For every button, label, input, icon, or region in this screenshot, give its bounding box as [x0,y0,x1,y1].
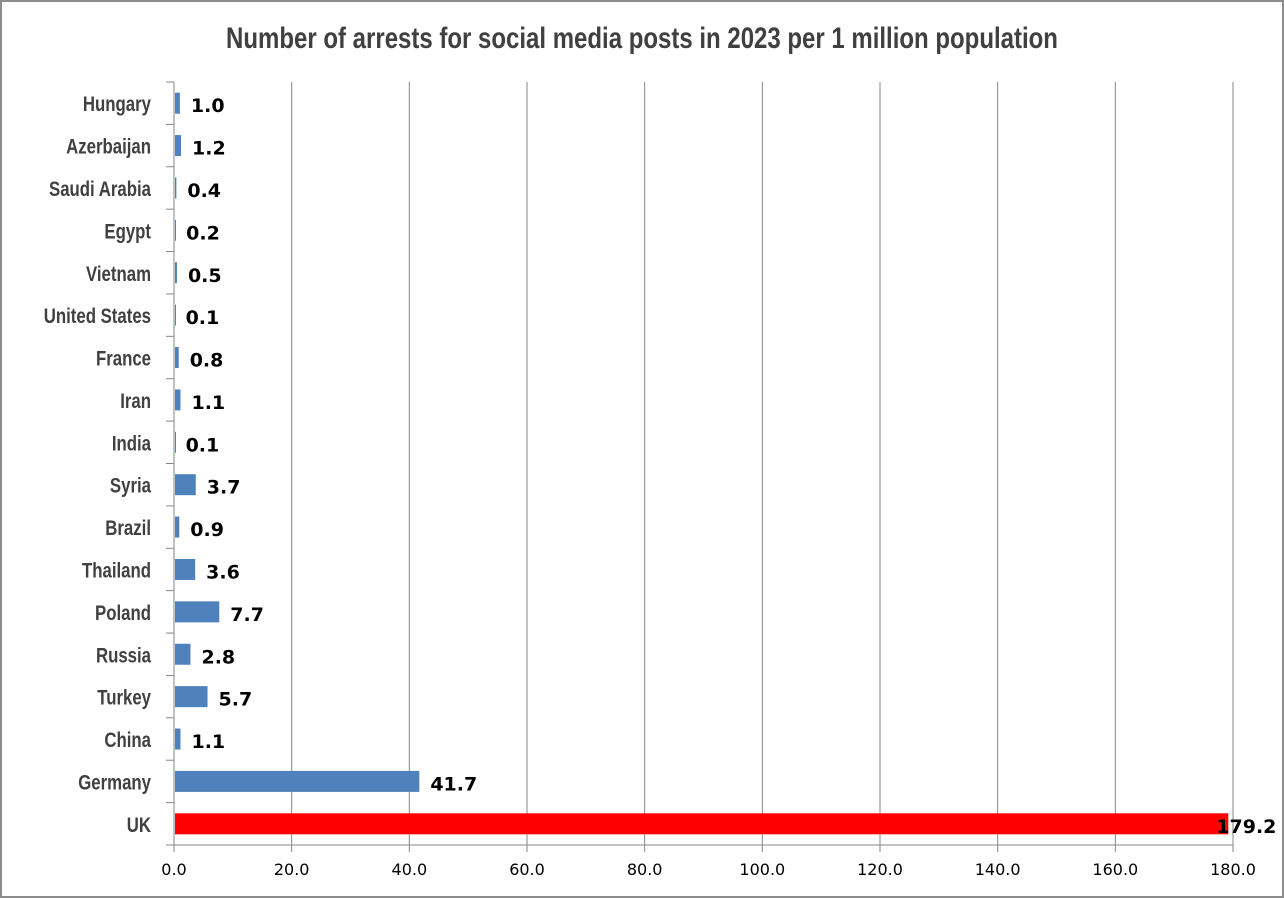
category-label: Thailand [82,560,151,583]
bar [175,686,208,708]
category-label: Syria [110,475,151,498]
category-label-group: France [96,348,151,371]
category-label: United States [44,305,151,328]
data-label: 0.4 [187,180,221,202]
x-tick-label: 80.0 [627,860,663,879]
x-tick-label: 100.0 [739,860,785,879]
category-label: France [96,348,151,371]
data-label: 0.1 [186,434,220,456]
data-label: 179.2 [1216,816,1276,838]
data-label: 0.8 [190,350,224,372]
category-label-group: Russia [96,645,151,668]
bar [175,219,176,241]
category-label-group: Azerbaijan [66,136,151,159]
category-label-group: Turkey [97,687,151,710]
data-label: 1.1 [191,392,225,414]
x-tick-label: 140.0 [975,860,1021,879]
x-tick-label: 160.0 [1092,860,1138,879]
bar [175,431,176,453]
bar [175,643,191,665]
category-label-group: China [104,729,151,752]
data-label: 0.1 [186,307,220,329]
bar [175,262,177,284]
category-label: Hungary [83,94,151,117]
bar [175,516,180,538]
data-label: 0.5 [188,265,222,287]
category-label: Turkey [97,687,151,710]
category-label: Vietnam [86,263,151,286]
bar [175,770,420,792]
category-label: India [112,433,152,456]
x-tick-label: 60.0 [509,860,545,879]
category-label: Iran [120,390,151,413]
x-tick-label: 20.0 [274,860,310,879]
bar [175,558,196,580]
bar [175,92,180,114]
bar [175,347,179,369]
category-label-group: India [112,433,152,456]
category-label: Germany [78,772,151,795]
data-label: 1.0 [191,95,225,117]
category-label-group: United States [44,305,151,328]
data-label: 7.7 [230,604,264,626]
category-label: Poland [95,602,151,625]
x-tick-label: 180.0 [1210,860,1256,879]
category-label-group: Brazil [105,517,151,540]
category-label-group: UK [127,814,151,837]
bar [175,389,181,411]
category-label-group: Saudi Arabia [49,178,151,201]
bar [175,135,182,157]
bar [175,177,177,199]
category-label: Azerbaijan [66,136,151,159]
bar [175,601,220,623]
category-label-group: Poland [95,602,151,625]
category-label: China [104,729,151,752]
data-label: 41.7 [430,773,477,795]
x-tick-label: 40.0 [392,860,428,879]
category-label: Egypt [104,221,151,244]
data-label: 0.2 [186,222,220,244]
data-label: 5.7 [219,689,253,711]
bar [175,474,196,496]
category-label-group: Syria [110,475,151,498]
category-label-group: Egypt [104,221,151,244]
bar [175,813,1229,835]
data-label: 0.9 [190,519,224,541]
chart-title: Number of arrests for social media posts… [226,20,1058,54]
category-label: UK [127,814,151,837]
data-label: 1.1 [191,731,225,753]
category-label-group: Germany [78,772,151,795]
bar [175,728,181,750]
x-tick-label: 120.0 [857,860,903,879]
data-label: 3.6 [206,561,240,583]
category-label: Russia [96,645,151,668]
bar [175,304,176,326]
category-label-group: Iran [120,390,151,413]
category-label: Brazil [105,517,151,540]
category-label-group: Thailand [82,560,151,583]
data-label: 2.8 [201,646,235,668]
data-label: 3.7 [207,477,241,499]
x-tick-label: 0.0 [161,860,186,879]
category-label-group: Vietnam [86,263,151,286]
category-label-group: Hungary [83,94,151,117]
category-label: Saudi Arabia [49,178,151,201]
data-label: 1.2 [192,138,226,160]
